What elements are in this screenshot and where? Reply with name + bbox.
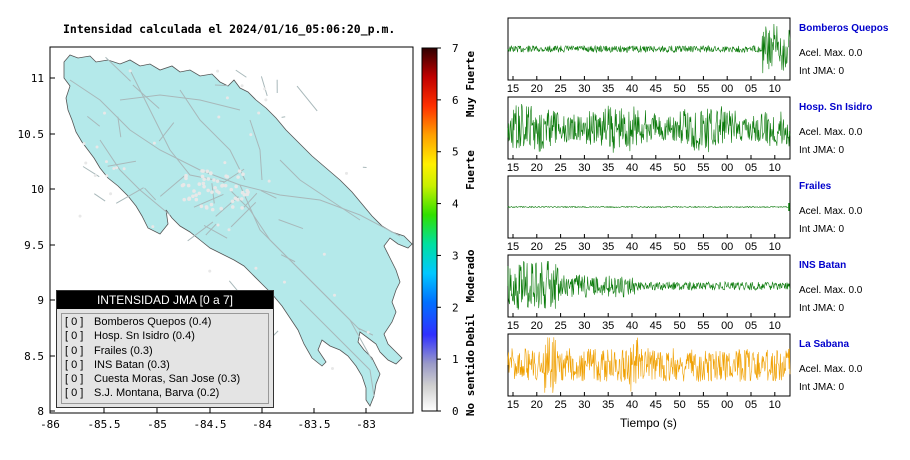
map-lon-tick-label: -84.5 [193,418,226,431]
map-lon-tick-label: -85.5 [87,418,120,431]
colorbar-gradient [421,47,438,412]
map-lon-tick-label: -85 [147,418,167,431]
map-lat-tick-label: 10 [31,183,44,196]
station-int-jma: Int JMA: 0 [799,66,845,77]
colorbar-tick-label: 6 [452,94,459,107]
colorbar-tick-label: 4 [452,198,459,211]
station-accel-max: Acel. Max. 0.0 [799,206,863,217]
station-accel-max: Acel. Max. 0.0 [799,285,863,296]
legend-title: INTENSIDAD JMA [0 a 7] [57,291,273,309]
colorbar-tick-label: 3 [452,249,459,262]
station-name: INS Batan [799,260,847,271]
intensity-colorbar: 0 1 2 3 4 5 6 7 No sentido Debil Moderado Fuerte Muy… [421,42,477,418]
station-name: La Sabana [799,339,850,350]
map-lon-tick-label: -83.5 [297,418,330,431]
colorbar-tick-label: 7 [452,42,459,55]
station-accel-max: Acel. Max. 0.0 [799,364,863,375]
station-name: Frailes [799,181,832,192]
station-name: Bomberos Quepos [799,23,889,34]
legend-row: [ 0 ] Cuesta Moras, San Jose (0.3) [65,373,241,386]
map-lat-tick-label: 9.5 [24,239,44,252]
legend-row: [ 0 ] INS Batan (0.3) [65,358,170,371]
map-lon-tick-label: -84 [252,418,272,431]
legend-row: [ 0 ] S.J. Montana, Barva (0.2) [65,387,220,400]
legend-row: [ 0 ] Bomberos Quepos (0.4) [65,316,212,328]
page-title: Intensidad calculada el 2024/01/16_05:06… [63,22,396,36]
station-accel-max: Acel. Max. 0.0 [799,48,863,59]
colorbar-tick-label: 2 [452,301,459,314]
map-lon-tick-label: -83 [356,418,376,431]
colorbar-tick-label: 5 [452,146,459,159]
legend-row: [ 0 ] Hosp. Sn Isidro (0.4) [65,330,195,343]
colorbar-class-label: Debil [464,313,477,346]
map-lat-tick-label: 10.5 [18,128,45,141]
intensity-legend: INTENSIDAD JMA [0 a 7] [ 0 ] Bomberos Que… [56,290,274,408]
station-accel-max: Acel. Max. 0.0 [799,127,863,138]
station-name: Hosp. Sn Isidro [799,102,873,113]
colorbar-tick-label: 0 [452,405,459,418]
station-int-jma: Int JMA: 0 [799,303,845,314]
map-lat-tick-label: 9 [37,294,44,307]
colorbar-class-label: Fuerte [464,150,477,190]
legend-rows: [ 0 ] Bomberos Quepos (0.4) [ 0 ] Hosp. Sn… [61,313,269,404]
map-lat-tick-label: 11 [31,72,44,85]
colorbar-class-label: Muy Fuerte [464,51,477,118]
time-axis-label: Tiempo (s) [620,416,677,430]
station-int-jma: Int JMA: 0 [799,145,845,156]
costa-rica-landmass [63,54,413,407]
map-lat-tick-label: 8.5 [24,350,44,363]
station-int-jma: Int JMA: 0 [799,224,845,235]
colorbar-tick-label: 1 [452,353,459,366]
station-int-jma: Int JMA: 0 [799,382,845,393]
colorbar-class-label: Moderado [464,249,477,302]
map-lat-tick-label: 8 [37,405,44,418]
map-lon-tick-label: -86 [40,418,60,431]
colorbar-class-label: No sentido [464,350,477,417]
legend-row: [ 0 ] Frailes (0.3) [65,344,153,357]
